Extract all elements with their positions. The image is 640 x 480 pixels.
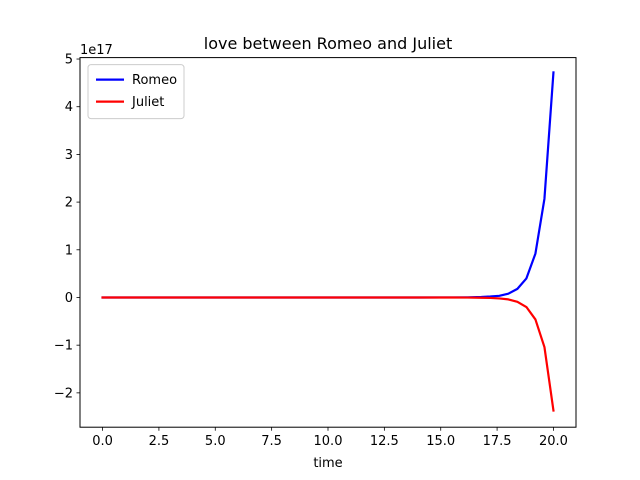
legend-label-juliet: Juliet [131, 95, 164, 110]
x-tick-label: 15.0 [426, 434, 455, 449]
x-axis: 0.0 2.5 5.0 7.5 10.0 12.5 15.0 17.5 20.0 [92, 427, 568, 449]
x-tick-label: 12.5 [370, 434, 399, 449]
x-tick-label: 10.0 [314, 434, 343, 449]
y-tick-label: −1 [54, 339, 73, 354]
y-tick-label: 1 [65, 243, 73, 258]
x-tick-label: 2.5 [149, 434, 170, 449]
y-tick-label: 4 [65, 100, 73, 115]
series-line-juliet [101, 296, 555, 412]
legend-box [87, 64, 185, 120]
y-tick-label: −2 [54, 386, 73, 401]
legend-label-romeo: Romeo [132, 73, 177, 88]
legend: Romeo Juliet [87, 64, 185, 120]
y-tick-label: 0 [65, 291, 73, 306]
y-tick-label: 3 [65, 148, 73, 163]
x-axis-label: time [313, 456, 342, 471]
x-tick-label: 5.0 [205, 434, 226, 449]
y-tick-label: 2 [65, 196, 73, 211]
x-tick-label: 0.0 [92, 434, 113, 449]
y-tick-label: 5 [65, 53, 73, 68]
y-axis: −2 −1 0 1 2 3 4 5 [54, 53, 80, 401]
y-offset-text: 1e17 [80, 43, 113, 58]
x-tick-label: 7.5 [261, 434, 282, 449]
x-tick-label: 17.5 [483, 434, 512, 449]
chart-title: love between Romeo and Juliet [204, 34, 452, 53]
plot-area [101, 71, 555, 412]
x-tick-label: 20.0 [539, 434, 568, 449]
